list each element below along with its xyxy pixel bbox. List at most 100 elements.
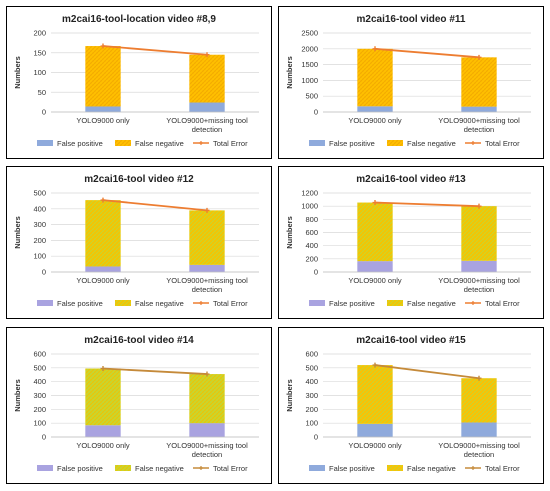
y-tick-label: 0 (314, 108, 318, 117)
y-tick-label: 100 (33, 419, 46, 428)
total-error-marker (372, 46, 378, 52)
legend-swatch (387, 465, 403, 471)
legend-label: Total Error (213, 464, 248, 473)
chart-title: m2cai16-tool video #11 (357, 14, 466, 25)
y-axis-label: Numbers (13, 216, 22, 249)
y-tick-label: 100 (33, 68, 46, 77)
legend-label: False positive (329, 139, 375, 148)
y-tick-label: 600 (305, 350, 318, 359)
bar-false-positive (85, 425, 121, 437)
x-category-label: YOLO9000+missing tool (166, 276, 248, 285)
legend-label: Total Error (485, 139, 520, 148)
x-category-label: YOLO9000+missing tool (438, 441, 520, 450)
bar-false-negative (189, 54, 225, 103)
x-category-label: detection (192, 125, 222, 134)
legend-swatch (37, 465, 53, 471)
chart-title: m2cai16-tool video #15 (356, 335, 466, 346)
chart-panel-1: m2cai16-tool-location video #8,9 Numbers 0… (6, 6, 272, 159)
legend-label: False positive (57, 139, 103, 148)
y-tick-label: 2000 (301, 44, 318, 53)
x-category-label: detection (464, 125, 494, 134)
y-tick-label: 200 (305, 405, 318, 414)
legend-swatch (387, 300, 403, 306)
x-category-label: YOLO9000 only (348, 276, 402, 285)
x-category-label: YOLO9000 only (348, 441, 402, 450)
y-tick-label: 300 (33, 220, 46, 229)
legend-swatch (115, 465, 131, 471)
legend-label: False negative (135, 464, 184, 473)
chart-title: m2cai16-tool video #13 (356, 174, 466, 185)
y-tick-label: 500 (33, 363, 46, 372)
bar-false-positive (189, 423, 225, 437)
legend-label: False negative (407, 139, 456, 148)
legend-swatch (115, 300, 131, 306)
y-tick-label: 0 (314, 268, 318, 277)
bar-false-positive (85, 106, 121, 112)
y-tick-label: 400 (33, 204, 46, 213)
bar-false-positive (189, 264, 225, 272)
legend-label: False negative (407, 464, 456, 473)
bar-false-negative (189, 374, 225, 424)
y-tick-label: 0 (42, 433, 46, 442)
y-axis-label: Numbers (285, 379, 294, 412)
y-tick-label: 1000 (301, 76, 318, 85)
total-error-marker (100, 43, 106, 49)
y-tick-label: 800 (305, 215, 318, 224)
legend-label: Total Error (213, 139, 248, 148)
legend-label: Total Error (485, 464, 520, 473)
legend-label: False positive (329, 299, 375, 308)
legend-swatch (37, 300, 53, 306)
total-error-marker (204, 207, 210, 213)
y-axis-label: Numbers (13, 56, 22, 89)
y-tick-label: 2500 (301, 29, 318, 38)
y-tick-label: 50 (38, 88, 46, 97)
legend-swatch (37, 140, 53, 146)
bar-false-negative (85, 200, 121, 267)
bar-false-negative (461, 57, 497, 107)
legend-marker (471, 301, 475, 305)
chart-svg: m2cai16-tool video #13 Numbers 0 200 400 600 8… (285, 174, 531, 308)
y-tick-label: 1000 (301, 202, 318, 211)
bar-false-positive (357, 261, 393, 272)
y-axis-label: Numbers (285, 56, 294, 89)
y-tick-label: 150 (33, 48, 46, 57)
legend-label: False positive (329, 464, 375, 473)
x-category-label: YOLO9000 only (76, 116, 130, 125)
bar-false-negative (85, 46, 121, 107)
chart-title: m2cai16-tool video #12 (84, 174, 194, 185)
y-tick-label: 200 (33, 236, 46, 245)
legend-label: False positive (57, 299, 103, 308)
y-tick-label: 600 (33, 350, 46, 359)
chart-svg: m2cai16-tool video #15 Numbers 0 100 200 300 4… (285, 335, 531, 473)
chart-svg: m2cai16-tool video #14 Numbers 0 100 200 300 4… (13, 335, 259, 473)
x-category-label: detection (464, 285, 494, 294)
total-error-line (102, 45, 208, 56)
chart-svg: m2cai16-tool-location video #8,9 Numbers 0… (13, 14, 259, 148)
legend-swatch (115, 140, 131, 146)
y-axis-label: Numbers (13, 379, 22, 412)
bar-false-negative (189, 210, 225, 265)
total-error-marker (476, 54, 482, 60)
total-error-marker (476, 203, 482, 209)
bar-false-positive (357, 423, 393, 437)
y-tick-label: 500 (305, 363, 318, 372)
chart-panel-4: m2cai16-tool video #13 Numbers 0 200 400 600 8… (278, 166, 544, 319)
x-category-label: detection (192, 450, 222, 459)
total-error-line (374, 364, 480, 380)
total-error-line (374, 201, 480, 208)
bar-false-positive (461, 106, 497, 112)
y-tick-label: 200 (33, 29, 46, 38)
legend-label: False negative (135, 299, 184, 308)
x-category-label: YOLO9000 only (348, 116, 402, 125)
y-tick-label: 100 (33, 252, 46, 261)
chart-panel-6: m2cai16-tool video #15 Numbers 0 100 200 300 4… (278, 327, 544, 484)
x-category-label: detection (464, 450, 494, 459)
chart-svg: m2cai16-tool video #12 Numbers 0 100 200 300 4… (13, 174, 259, 308)
total-error-marker (372, 362, 378, 368)
y-tick-label: 0 (314, 433, 318, 442)
legend-label: False negative (135, 139, 184, 148)
total-error-marker (476, 375, 482, 381)
legend-swatch (309, 300, 325, 306)
bar-false-positive (461, 422, 497, 437)
y-tick-label: 100 (305, 419, 318, 428)
